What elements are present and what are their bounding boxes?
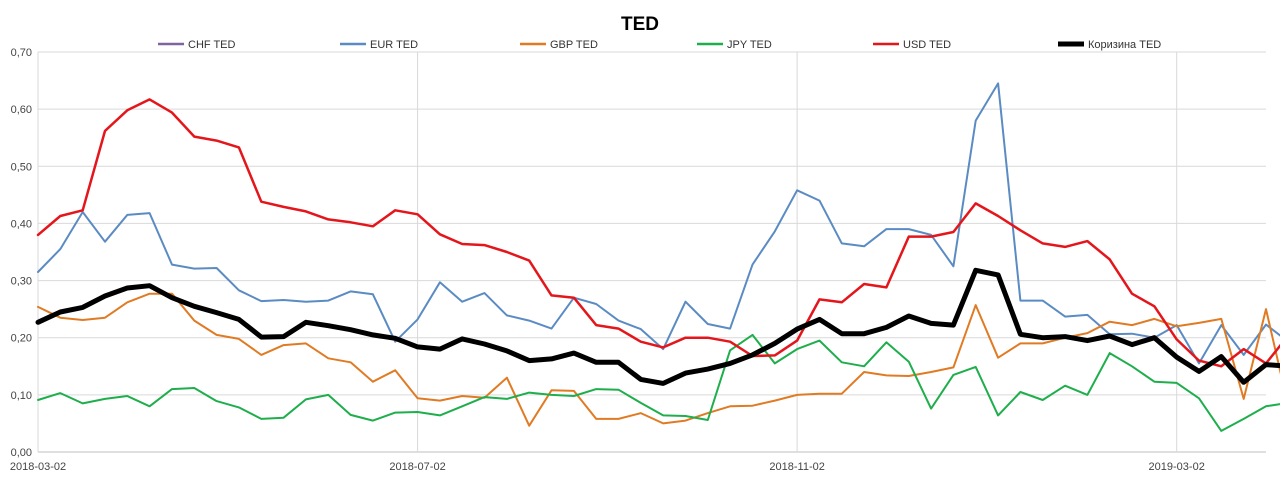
x-tick-label: 2018-11-02: [769, 461, 824, 473]
legend-label: EUR TED: [370, 39, 418, 51]
y-tick-label: 0,60: [11, 104, 32, 116]
legend-label: USD TED: [903, 39, 951, 51]
y-tick-label: 0,10: [11, 390, 32, 402]
legend-label: GBP TED: [550, 39, 598, 51]
series-line-коризина-ted: [35, 267, 1280, 386]
legend-label: Коризина TED: [1088, 39, 1161, 51]
series-line-jpy-ted: [37, 333, 1280, 432]
grid-lines: [37, 51, 1266, 453]
x-tick-label: 2019-03-02: [1149, 461, 1205, 473]
series-line-usd-ted: [36, 98, 1280, 368]
series-lines: [35, 82, 1280, 432]
series-line-gbp-ted: [37, 292, 1280, 427]
y-axis-ticks: 0,00 0,10 0,20 0,30 0,40 0,50 0,60 0,70: [11, 47, 32, 459]
y-tick-label: 0,20: [11, 333, 32, 345]
x-axis-ticks: 2018-03-02 2018-07-02 2018-11-02 2019-03-02: [10, 461, 1205, 473]
chart-title: TED: [621, 14, 659, 35]
x-tick-label: 2018-07-02: [389, 461, 445, 473]
legend: CHF TED EUR TED GBP TED JPY TED USD TED Кориз…: [158, 39, 1161, 51]
series-line-eur-ted: [37, 82, 1280, 365]
y-tick-label: 0,00: [11, 447, 32, 459]
y-tick-label: 0,50: [11, 161, 32, 173]
y-tick-label: 0,30: [11, 276, 32, 288]
x-tick-label: 2018-03-02: [10, 461, 66, 473]
y-tick-label: 0,70: [11, 47, 32, 59]
legend-label: JPY TED: [727, 39, 772, 51]
legend-label: CHF TED: [188, 39, 236, 51]
y-tick-label: 0,40: [11, 218, 32, 230]
